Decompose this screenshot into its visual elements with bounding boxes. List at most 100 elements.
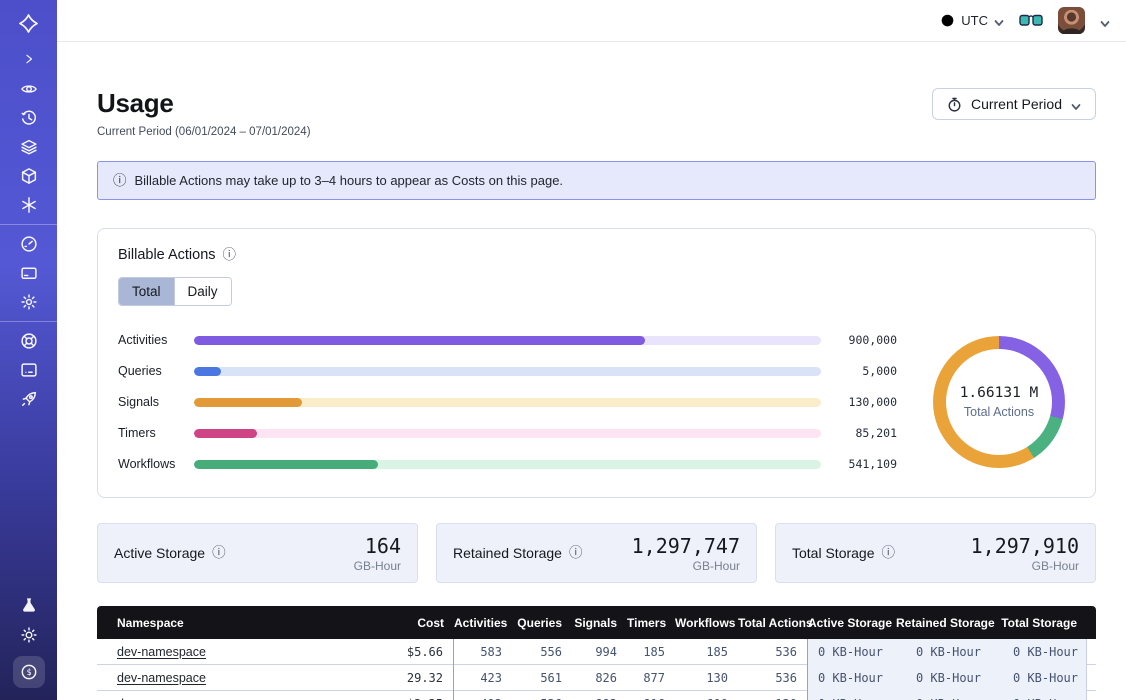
period-dropdown-button[interactable]: Current Period [932, 88, 1096, 120]
cell-cost: 29.32 [347, 665, 454, 691]
cell-timers: 816 [627, 691, 675, 700]
cell-signals: 883 [572, 691, 627, 700]
sidebar-expand-icon[interactable] [22, 52, 36, 66]
storage-card-unit: GB-Hour [354, 559, 401, 573]
bar-fill [194, 367, 221, 376]
nexus-asterisk-icon[interactable] [20, 196, 38, 214]
col-activities: Activities [454, 616, 512, 630]
cell-active-storage: 0 KB-Hour [808, 691, 896, 700]
cell-total-storage: 0 KB-Hour [994, 665, 1087, 691]
stopwatch-icon [947, 97, 962, 112]
usage-gauge-icon[interactable] [20, 235, 38, 253]
topbar: UTC [57, 0, 1126, 42]
storage-card-label: Retained Storage [453, 545, 562, 561]
cell-activities: 583 [454, 639, 512, 665]
cube-icon[interactable] [20, 167, 38, 185]
cell-total-actions: 536 [738, 665, 808, 691]
bar-label: Activities [118, 333, 182, 347]
donut-center: 1.66131 M Total Actions [946, 349, 1052, 455]
storage-card: Retained Storage ⓘ 1,297,747 GB-Hour [436, 523, 757, 583]
storage-card-value: 1,297,747 [632, 534, 740, 558]
billable-view-tabs: Total Daily [118, 277, 232, 306]
actions-bar-chart: Activities 900,000 Queries [118, 333, 897, 471]
col-queries: Queries [512, 616, 572, 630]
info-icon[interactable]: ⓘ [882, 546, 896, 560]
cell-queries: 561 [512, 665, 572, 691]
sidebar-nav-group-1 [20, 80, 38, 214]
bar-fill [194, 460, 378, 469]
history-icon[interactable] [20, 109, 38, 127]
bar-value: 5,000 [835, 364, 897, 378]
cell-signals: 826 [572, 665, 627, 691]
cell-activities: 423 [454, 665, 512, 691]
bar-track [194, 398, 821, 407]
info-icon: ⓘ [113, 174, 127, 188]
sidebar-nav-group-3 [20, 332, 38, 408]
bar-track [194, 336, 821, 345]
account-chevron-down-icon[interactable] [1100, 16, 1110, 26]
temporal-logo-icon[interactable] [18, 13, 39, 34]
storage-summary-row: Active Storage ⓘ 164 GB-Hour Retained St… [97, 523, 1096, 583]
cell-activities: 492 [454, 691, 512, 700]
timezone-selector[interactable]: UTC [940, 13, 1004, 28]
getting-started-rocket-icon[interactable] [20, 390, 38, 408]
col-timers: Timers [627, 616, 675, 630]
info-icon[interactable]: ⓘ [569, 546, 583, 560]
namespace-usage-table: Namespace Cost Activities Queries Signal… [97, 606, 1096, 700]
sidebar-nav-group-2 [20, 235, 38, 311]
bar-value: 85,201 [835, 426, 897, 440]
page-header: Usage Current Period (06/01/2024 – 07/01… [97, 88, 1096, 138]
namespace-link[interactable]: dev-namespace [117, 671, 206, 685]
cell-queries: 556 [512, 639, 572, 665]
billing-active-pill[interactable]: $ [13, 656, 45, 688]
sidebar-divider [0, 321, 57, 322]
namespaces-icon[interactable] [20, 80, 38, 98]
labs-flask-icon[interactable] [20, 596, 38, 614]
bar-value: 900,000 [835, 333, 897, 347]
col-workflows: Workflows [675, 616, 738, 630]
cell-cost: $3.35 [347, 691, 454, 700]
dev-glasses-icon[interactable] [1019, 13, 1043, 28]
col-signals: Signals [572, 616, 627, 630]
chevron-down-icon [994, 16, 1004, 26]
namespace-link[interactable]: dev-namespace [117, 645, 206, 659]
feedback-terminal-icon[interactable] [20, 361, 38, 379]
cell-workflows: 130 [675, 665, 738, 691]
info-icon[interactable]: ⓘ [223, 248, 237, 262]
storage-card-unit: GB-Hour [971, 559, 1079, 573]
cell-queries: 536 [512, 691, 572, 700]
cell-total-storage: 0 KB-Hour [994, 639, 1087, 665]
table-row: dev-namespace $3.35 492 536 883 816 600 … [97, 691, 1096, 700]
main-area: UTC Usage Current Period (06/01/2024 – 0… [57, 0, 1126, 700]
tab-total[interactable]: Total [119, 278, 174, 305]
dollar-coin-icon: $ [20, 663, 38, 681]
layers-icon[interactable] [20, 138, 38, 156]
cell-active-storage: 0 KB-Hour [808, 639, 896, 665]
billing-card-icon[interactable] [20, 264, 38, 282]
support-lifebuoy-icon[interactable] [20, 332, 38, 350]
cell-total-actions: 536 [738, 639, 808, 665]
cell-retained-storage: 0 KB-Hour [896, 691, 994, 700]
bar-row: Activities 900,000 [118, 333, 897, 347]
info-icon[interactable]: ⓘ [212, 546, 226, 560]
settings-gear-icon[interactable] [20, 293, 38, 311]
bar-track [194, 367, 821, 376]
theme-sun-icon[interactable] [20, 626, 38, 644]
bar-label: Signals [118, 395, 182, 409]
page-title: Usage [97, 88, 311, 119]
col-active-storage: Active Storage [808, 616, 896, 630]
content: Usage Current Period (06/01/2024 – 07/01… [57, 88, 1126, 700]
cell-signals: 994 [572, 639, 627, 665]
cell-active-storage: 0 KB-Hour [808, 665, 896, 691]
page-subtitle: Current Period (06/01/2024 – 07/01/2024) [97, 126, 311, 138]
tab-daily[interactable]: Daily [174, 278, 231, 305]
donut-total-label: Total Actions [964, 405, 1034, 419]
storage-card-value: 164 [354, 534, 401, 558]
total-actions-donut-chart: 1.66131 M Total Actions [933, 336, 1065, 468]
user-avatar[interactable] [1058, 7, 1085, 34]
bar-label: Workflows [118, 457, 182, 471]
cell-workflows: 600 [675, 691, 738, 700]
storage-card: Active Storage ⓘ 164 GB-Hour [97, 523, 418, 583]
bar-fill [194, 336, 645, 345]
bar-row: Workflows 541,109 [118, 457, 897, 471]
